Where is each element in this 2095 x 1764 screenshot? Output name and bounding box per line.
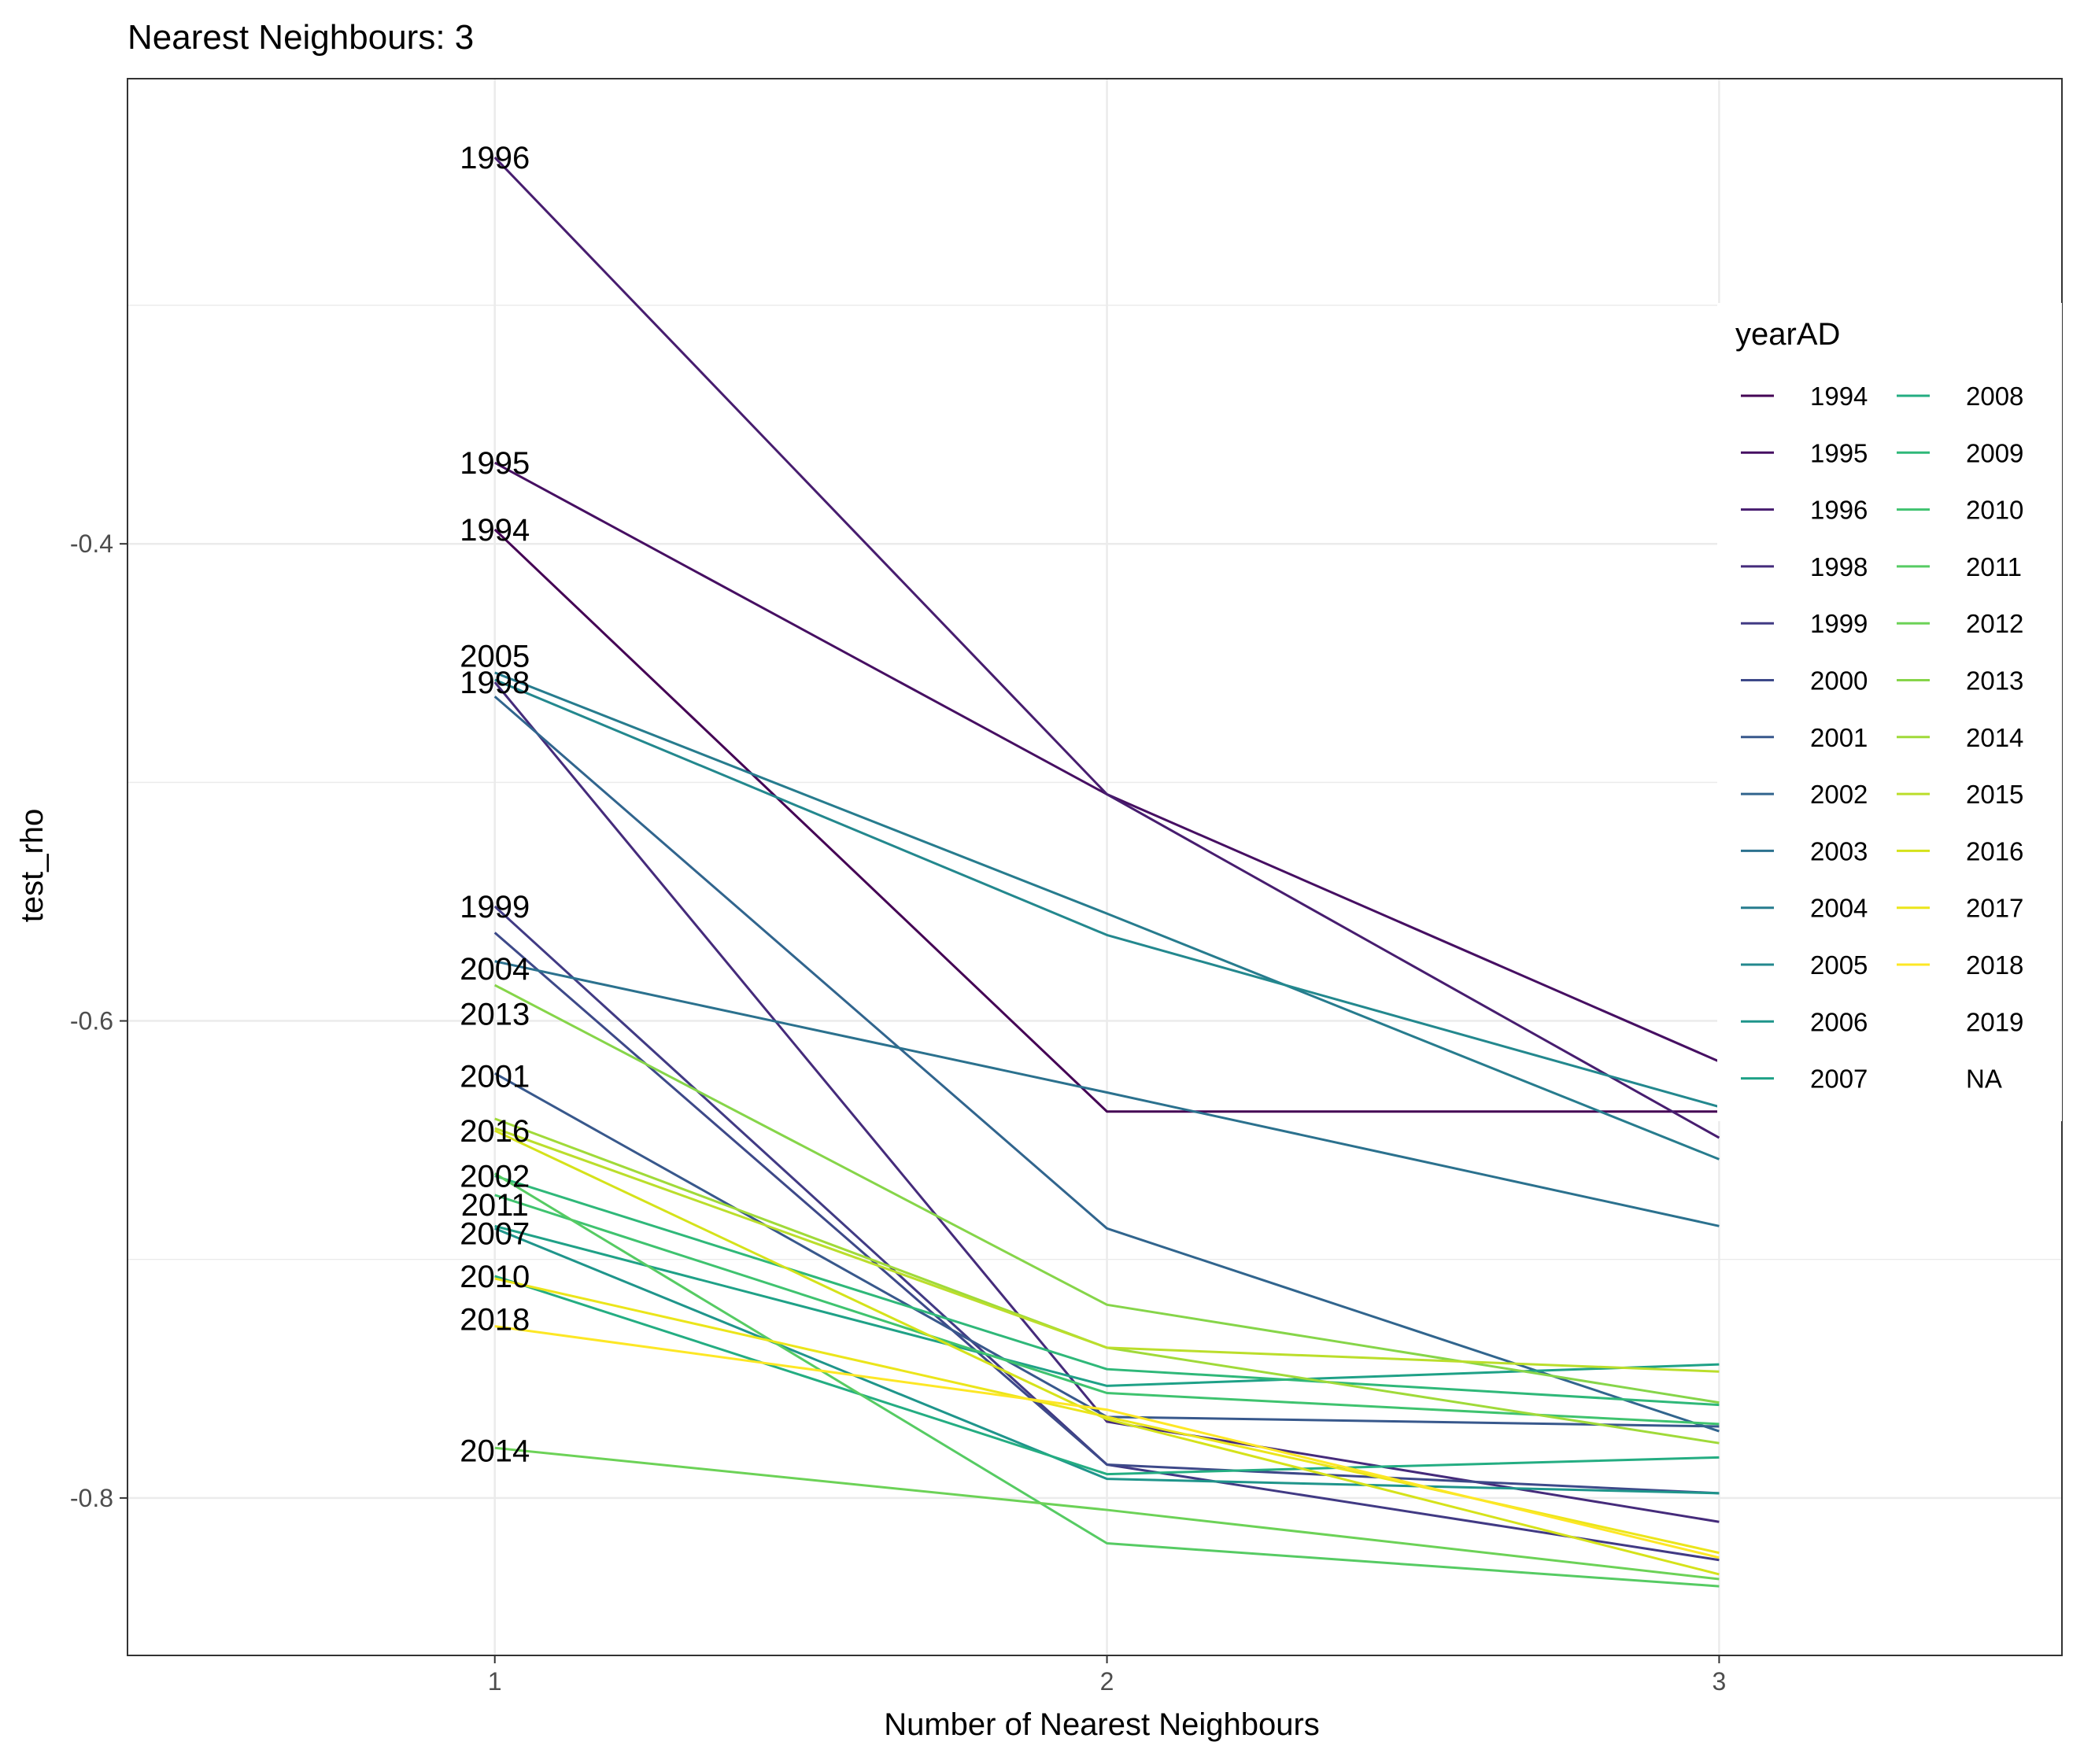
data-label-2013: 2013: [460, 997, 530, 1031]
legend-label-1995: 1995: [1810, 438, 1868, 467]
series-line-2012: [494, 1446, 1720, 1581]
data-label-2005: 2005: [460, 640, 530, 674]
legend-label-2001: 2001: [1810, 723, 1868, 752]
legend-label-NA: NA: [1966, 1065, 2002, 1094]
legend-label-2010: 2010: [1966, 496, 2023, 525]
data-label-2007: 2007: [460, 1216, 530, 1251]
legend-label-2017: 2017: [1966, 894, 2023, 923]
y-tick-label: -0.4: [70, 530, 113, 558]
legend-label-2019: 2019: [1966, 1007, 2023, 1036]
data-label-1998: 1998: [460, 666, 530, 700]
series-line-2006: [494, 1227, 1720, 1495]
data-label-2018: 2018: [460, 1303, 530, 1338]
y-tick-label: -0.8: [70, 1484, 113, 1512]
x-tick-label: 3: [1713, 1667, 1727, 1696]
series-line-2009: [494, 1175, 1720, 1407]
series-line-1994: [493, 528, 1720, 1113]
x-axis-title: Number of Nearest Neighbours: [884, 1707, 1320, 1742]
axis-ticks: 1 2 3 -0.4 -0.6 -0.8: [70, 530, 1726, 1696]
legend-label-2016: 2016: [1966, 836, 2023, 865]
legend-label-1998: 1998: [1810, 552, 1868, 581]
chart-title: Nearest Neighbours: 3: [127, 18, 474, 57]
data-label-2014: 2014: [460, 1434, 530, 1468]
series-line-2008: [494, 1275, 1720, 1476]
legend-title: yearAD: [1735, 317, 1840, 352]
legend-label-2009: 2009: [1966, 438, 2023, 467]
series-line-2011: [493, 1172, 1720, 1588]
series-line-2010: [494, 1194, 1720, 1426]
series-line-2003: [494, 960, 1720, 1227]
series-line-2004: [494, 671, 1720, 1161]
legend-label-2006: 2006: [1810, 1007, 1868, 1036]
series-line-1996: [493, 157, 1720, 1139]
legend-label-2000: 2000: [1810, 666, 1868, 696]
series-line-2000: [493, 932, 1720, 1495]
series-line-2018: [494, 1325, 1720, 1559]
data-label-2010: 2010: [460, 1260, 530, 1294]
legend-label-2008: 2008: [1966, 382, 2023, 411]
series-lines: [493, 157, 1720, 1588]
x-tick-label: 1: [488, 1667, 502, 1696]
legend: yearAD 1994 1995 1996 1998 1999 2000 2001 2002 20…: [1717, 303, 2062, 1121]
legend-label-1996: 1996: [1810, 496, 1868, 525]
data-label-2004: 2004: [460, 952, 530, 987]
data-label-2001: 2001: [460, 1059, 530, 1094]
legend-label-2015: 2015: [1966, 780, 2023, 809]
y-tick-label: -0.6: [70, 1007, 113, 1035]
legend-label-2018: 2018: [1966, 950, 2023, 980]
legend-background: [1717, 303, 2062, 1121]
series-line-2016: [494, 1129, 1720, 1576]
legend-label-2004: 2004: [1810, 894, 1868, 923]
y-axis-title: test_rho: [15, 809, 50, 923]
legend-label-2014: 2014: [1966, 723, 2023, 752]
series-line-2005: [494, 678, 1720, 1109]
data-label-2011: 2011: [461, 1188, 529, 1223]
data-label-1994: 1994: [460, 513, 530, 548]
legend-label-2005: 2005: [1810, 950, 1868, 980]
series-line-2015: [494, 1127, 1720, 1373]
series-line-2013: [494, 983, 1720, 1404]
x-tick-label: 2: [1100, 1667, 1114, 1696]
legend-label-2011: 2011: [1966, 552, 2022, 581]
legend-label-2013: 2013: [1966, 666, 2023, 696]
legend-label-2003: 2003: [1810, 836, 1868, 865]
data-label-1995: 1995: [460, 446, 530, 481]
legend-label-2012: 2012: [1966, 609, 2023, 638]
data-label-2016: 2016: [460, 1114, 530, 1149]
series-line-2007: [494, 1224, 1720, 1387]
data-label-1999: 1999: [460, 890, 530, 924]
data-label-2002: 2002: [460, 1160, 530, 1194]
legend-label-1999: 1999: [1810, 609, 1868, 638]
legend-label-2007: 2007: [1810, 1065, 1868, 1094]
legend-label-1994: 1994: [1810, 382, 1868, 411]
legend-label-2002: 2002: [1810, 780, 1868, 809]
data-label-1996: 1996: [460, 141, 530, 175]
